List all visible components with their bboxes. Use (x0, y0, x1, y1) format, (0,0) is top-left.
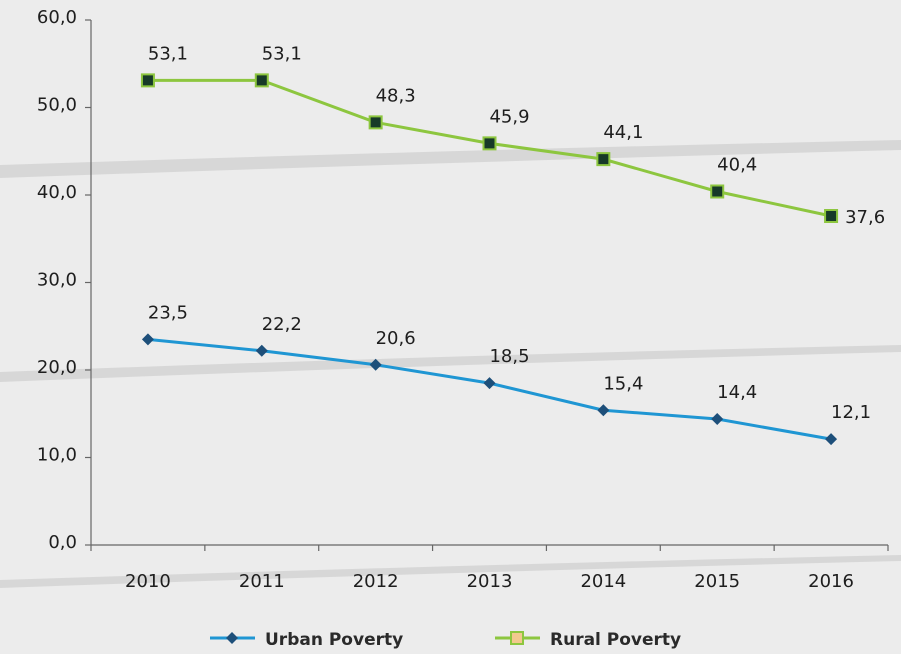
marker (254, 73, 269, 88)
data-label: 37,6 (845, 207, 885, 228)
data-label: 15,4 (603, 373, 643, 394)
marker (141, 333, 154, 346)
y-tick-label: 10,0 (37, 445, 77, 466)
marker (255, 344, 268, 357)
marker (711, 413, 724, 425)
texture-streak (0, 555, 901, 588)
data-label: 23,5 (148, 302, 188, 323)
y-tick-label: 40,0 (37, 182, 77, 203)
marker (596, 152, 611, 167)
x-tick-label: 2013 (467, 571, 513, 592)
data-label: 53,1 (148, 43, 188, 64)
marker (597, 404, 610, 417)
marker (369, 358, 382, 371)
data-label: 53,1 (262, 43, 302, 64)
data-label: 22,2 (262, 314, 302, 335)
y-tick-label: 20,0 (37, 357, 77, 378)
data-label: 12,1 (831, 402, 871, 423)
data-label: 40,4 (717, 155, 757, 176)
legend-label: Rural Poverty (550, 630, 681, 650)
marker (483, 377, 496, 390)
marker (140, 73, 155, 88)
y-tick-label: 30,0 (37, 270, 77, 291)
legend-label: Urban Poverty (265, 630, 403, 650)
marker (482, 136, 497, 151)
x-tick-label: 2015 (694, 571, 740, 592)
legend-marker (510, 631, 524, 645)
marker (368, 115, 383, 130)
x-tick-label: 2014 (580, 571, 626, 592)
marker (710, 184, 725, 199)
x-tick-label: 2010 (125, 571, 171, 592)
marker (824, 209, 839, 223)
data-label: 14,4 (717, 382, 757, 403)
data-label: 48,3 (376, 85, 416, 106)
marker (825, 433, 838, 446)
data-label: 20,6 (376, 328, 416, 349)
y-tick-label: 0,0 (48, 532, 77, 553)
y-tick-label: 50,0 (37, 95, 77, 116)
x-tick-label: 2011 (239, 571, 285, 592)
y-tick-label: 60,0 (37, 7, 77, 28)
marker (226, 632, 238, 644)
data-label: 44,1 (603, 122, 643, 143)
texture-streak (0, 345, 901, 382)
x-tick-label: 2012 (353, 571, 399, 592)
x-tick-label: 2016 (808, 571, 854, 592)
data-label: 45,9 (489, 106, 529, 127)
texture-streak (0, 140, 901, 178)
data-label: 18,5 (489, 346, 529, 367)
